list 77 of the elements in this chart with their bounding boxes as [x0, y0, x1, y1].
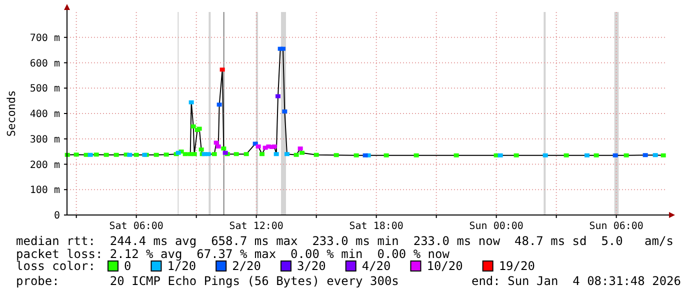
- point: [564, 153, 569, 158]
- text: probe: 20 ICMP Echo Pings (56 Bytes) every 300s: [16, 274, 399, 288]
- y-tick-label: 100 m: [30, 185, 60, 196]
- legend-label: 4/20: [362, 259, 391, 273]
- point: [74, 152, 79, 157]
- point: [612, 153, 618, 158]
- point: [642, 153, 648, 158]
- point: [280, 46, 286, 51]
- point: [198, 148, 204, 152]
- point: [260, 152, 264, 156]
- legend-label: 3/20: [296, 259, 326, 273]
- x-tick-label: Sat 18:00: [349, 221, 404, 232]
- x-tick-label: Sun 00:00: [469, 221, 524, 232]
- point: [154, 152, 159, 157]
- point: [362, 153, 368, 158]
- legend-label: 0: [124, 259, 132, 273]
- y-tick-label: 400 m: [30, 109, 60, 120]
- point: [244, 152, 249, 156]
- point: [282, 109, 288, 114]
- legend-title: loss color:: [16, 259, 96, 273]
- point: [216, 102, 222, 107]
- point: [272, 144, 277, 148]
- point: [334, 153, 339, 158]
- y-tick-label: 0: [54, 210, 60, 222]
- point: [190, 124, 196, 128]
- point: [134, 152, 139, 157]
- x-tick-label: Sun 06:00: [589, 221, 644, 232]
- point: [454, 153, 459, 158]
- point: [514, 153, 519, 158]
- point: [114, 152, 119, 157]
- point: [314, 152, 319, 157]
- point: [164, 152, 169, 157]
- point: [498, 153, 503, 158]
- point: [276, 94, 280, 98]
- text: end: Sun Jan 4 08:31:48 2026: [471, 274, 681, 288]
- point: [660, 153, 666, 158]
- legend-label: 19/20: [498, 259, 535, 273]
- x-tick-label: Sat 06:00: [109, 221, 164, 232]
- point: [221, 146, 226, 151]
- y-tick-label: 200 m: [30, 160, 60, 171]
- point: [542, 153, 548, 158]
- y-tick-label: 300 m: [30, 134, 60, 146]
- point: [216, 144, 221, 148]
- y-tick-label: 700 m: [30, 32, 60, 44]
- point: [594, 153, 599, 158]
- point: [182, 152, 188, 156]
- point: [214, 140, 219, 145]
- point: [354, 153, 359, 158]
- y-tick-label: 600 m: [30, 58, 60, 70]
- point: [300, 150, 304, 155]
- point: [234, 152, 239, 156]
- point: [584, 153, 590, 158]
- point: [212, 152, 217, 156]
- point: [94, 152, 99, 157]
- text: median rtt: 244.4 ms avg 658.7 ms max 233.0 ms min 233.0 ms now 48.7 ms sd 5.0 am/s: [16, 234, 674, 248]
- text: packet loss: 2.12 % avg 67.37 % max 0.00 % min 0.00 % now: [16, 247, 450, 261]
- point: [284, 152, 290, 156]
- point: [384, 153, 389, 158]
- point: [414, 153, 419, 158]
- point: [652, 153, 658, 158]
- point: [104, 152, 109, 157]
- x-tick-label: Sat 12:00: [229, 221, 284, 232]
- point: [206, 152, 211, 156]
- legend-label: 10/20: [426, 259, 463, 273]
- point: [220, 68, 225, 72]
- y-tick-label: 500 m: [30, 84, 60, 95]
- point: [88, 152, 93, 157]
- y-axis-title: Seconds: [5, 90, 18, 137]
- point: [274, 152, 279, 156]
- point: [298, 146, 303, 151]
- point: [127, 152, 132, 157]
- point: [188, 100, 194, 104]
- point: [624, 153, 629, 158]
- legend-label: 2/20: [232, 259, 262, 273]
- point: [256, 144, 261, 148]
- point: [294, 152, 299, 157]
- point: [192, 152, 197, 156]
